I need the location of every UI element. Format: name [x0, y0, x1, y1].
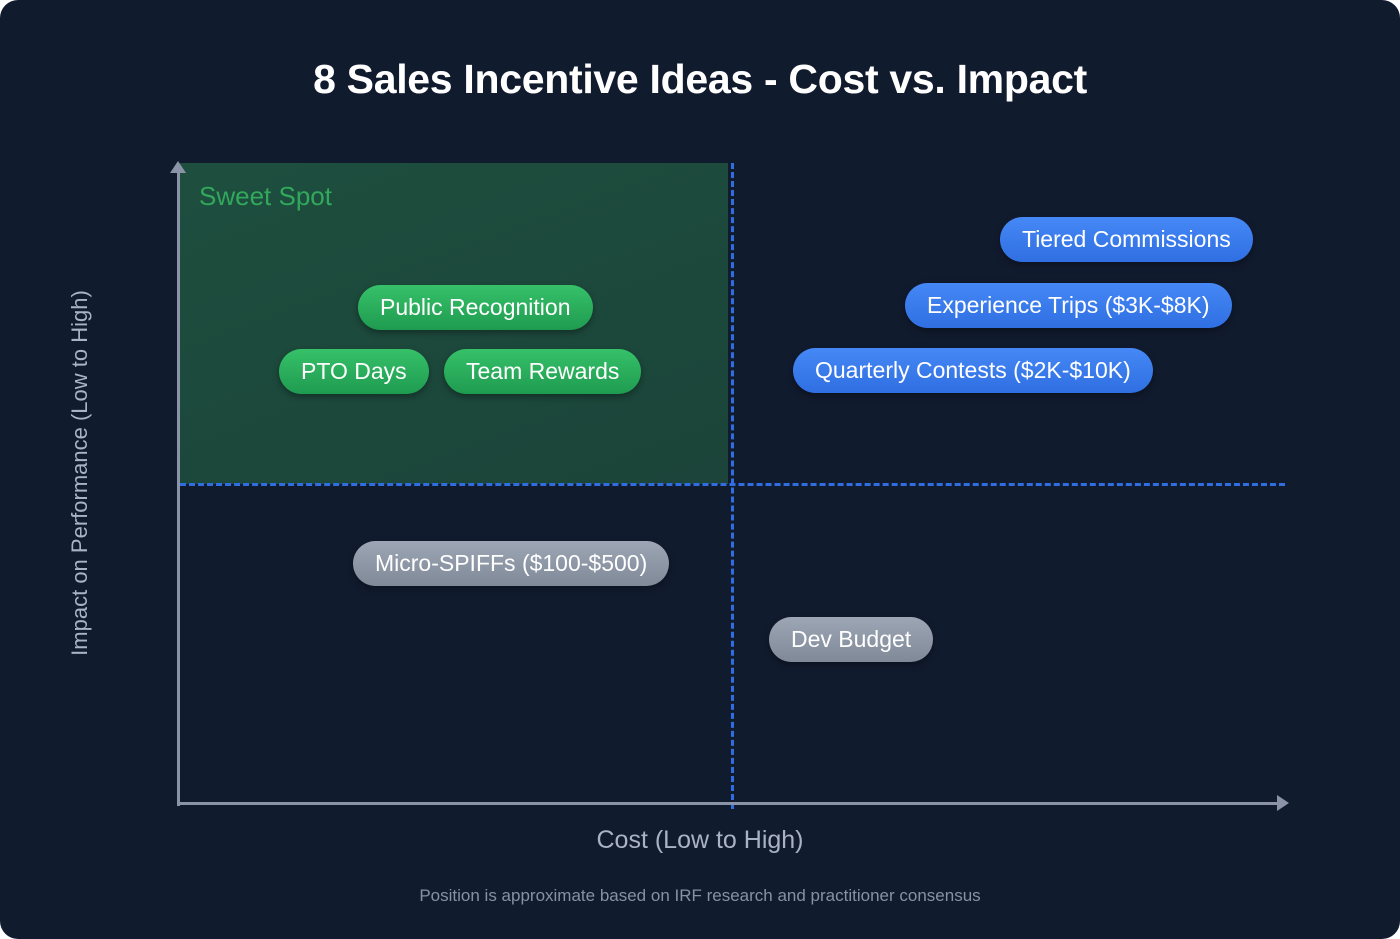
y-axis-line — [177, 170, 180, 806]
x-axis-line — [177, 802, 1281, 805]
data-point-pill[interactable]: Experience Trips ($3K-$8K) — [905, 283, 1232, 328]
data-point-pill[interactable]: Tiered Commissions — [1000, 217, 1253, 262]
y-axis-arrow-icon — [170, 161, 186, 173]
x-axis-label: Cost (Low to High) — [596, 826, 804, 854]
data-point-pill[interactable]: Team Rewards — [444, 349, 642, 394]
data-point-pill[interactable]: PTO Days — [279, 349, 429, 394]
quadrant-divider-vertical — [731, 163, 734, 809]
data-point-pill[interactable]: Public Recognition — [358, 285, 593, 330]
sweet-spot-label: Sweet Spot — [199, 181, 332, 211]
y-axis-label: Impact on Performance (Low to High) — [67, 290, 92, 656]
page-title: 8 Sales Incentive Ideas - Cost vs. Impac… — [313, 56, 1087, 102]
data-point-pill[interactable]: Dev Budget — [769, 617, 934, 662]
data-point-pill[interactable]: Micro-SPIFFs ($100-$500) — [353, 541, 670, 586]
chart-footnote: Position is approximate based on IRF res… — [419, 886, 981, 905]
data-point-pill[interactable]: Quarterly Contests ($2K-$10K) — [793, 348, 1153, 393]
x-axis-arrow-icon — [1277, 795, 1289, 811]
